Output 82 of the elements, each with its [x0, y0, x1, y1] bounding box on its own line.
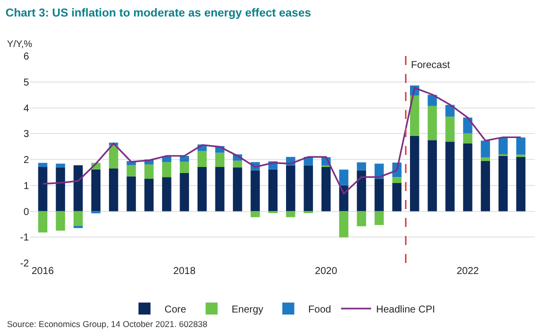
bar — [480, 161, 490, 212]
ref-line-label: Forecast — [411, 60, 450, 71]
chart-title: Chart 3: US inflation to moderate as energy effect eases — [6, 7, 312, 20]
bar — [198, 167, 207, 212]
bar — [144, 178, 154, 212]
bar — [410, 96, 420, 136]
legend-label: Food — [308, 304, 332, 316]
bar — [74, 226, 83, 228]
bar — [215, 167, 224, 212]
bar — [286, 165, 296, 212]
bar — [162, 177, 172, 212]
bar — [38, 162, 48, 167]
bar — [91, 169, 100, 212]
bar — [516, 156, 526, 212]
bar — [250, 211, 260, 218]
y-tick-label: 0 — [23, 206, 30, 218]
bar — [144, 164, 154, 179]
bar — [463, 143, 472, 212]
bar — [215, 152, 224, 167]
y-tick-label: -2 — [20, 258, 30, 270]
bar — [250, 170, 260, 212]
bar — [56, 167, 66, 212]
bar — [126, 165, 136, 176]
bar — [162, 162, 172, 178]
y-tick-label: 4 — [23, 103, 30, 114]
x-tick-label: 2022 — [456, 266, 480, 277]
legend-label: Energy — [232, 304, 264, 316]
bar — [286, 211, 296, 218]
bar — [74, 211, 83, 226]
bar — [392, 177, 402, 184]
legend-label: Headline CPI — [376, 304, 436, 316]
bar — [56, 164, 66, 168]
x-tick-label: 2016 — [32, 266, 54, 277]
bar — [180, 162, 190, 173]
bar — [339, 211, 348, 238]
y-tick-label: 3 — [23, 129, 30, 140]
bar — [445, 116, 455, 142]
bar — [268, 169, 278, 212]
bar — [321, 167, 331, 212]
bar — [304, 165, 313, 212]
bar — [232, 168, 242, 212]
bar — [180, 172, 190, 212]
bar — [516, 138, 526, 155]
bar — [428, 140, 437, 212]
bar — [498, 138, 508, 154]
bar — [392, 183, 402, 212]
x-tick-label: 2018 — [173, 266, 196, 277]
bar — [126, 176, 136, 212]
y-tick-label: 1 — [23, 180, 30, 192]
bar — [445, 142, 455, 212]
bar — [356, 211, 366, 226]
bar — [356, 170, 366, 212]
bar — [38, 167, 48, 212]
bar — [428, 94, 437, 106]
bar — [463, 133, 472, 144]
bar — [74, 165, 83, 212]
bar — [198, 150, 207, 167]
line-series — [42, 87, 522, 194]
bar — [410, 136, 420, 212]
bar — [108, 145, 118, 169]
bar — [498, 156, 508, 212]
bar — [374, 211, 384, 225]
y-tick-label: -1 — [20, 232, 30, 244]
y-tick-label: 6 — [23, 52, 30, 62]
x-tick-label: 2020 — [314, 266, 338, 277]
bar — [374, 178, 384, 212]
source-note: Source: Economics Group, 14 October 2021. 602838 — [7, 319, 208, 329]
bar — [56, 211, 66, 231]
bar — [480, 140, 490, 158]
legend-label: Core — [164, 304, 187, 316]
bar — [428, 106, 437, 140]
y-tick-label: 2 — [23, 155, 30, 166]
bar — [463, 118, 472, 134]
bar — [339, 170, 348, 186]
bar — [232, 160, 242, 168]
bar — [108, 168, 118, 212]
bar — [38, 211, 48, 232]
y-axis-title: Y/Y,% — [7, 39, 33, 50]
y-tick-label: 5 — [23, 77, 30, 88]
bar — [480, 157, 490, 162]
bar — [356, 162, 366, 170]
bar — [180, 156, 190, 162]
